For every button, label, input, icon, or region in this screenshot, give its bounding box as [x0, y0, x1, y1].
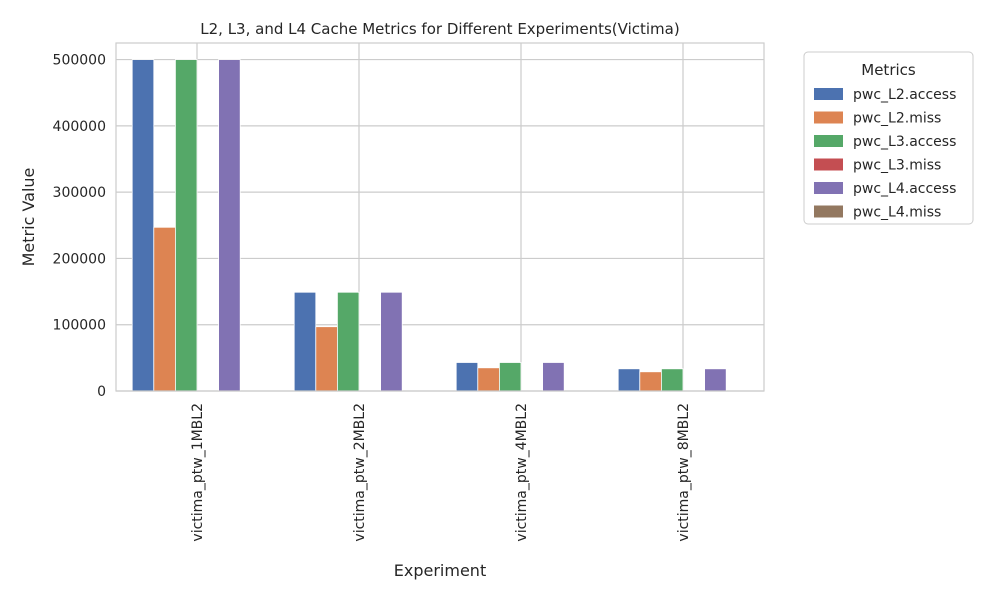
y-axis-label: Metric Value — [19, 168, 38, 267]
y-ticks: 0 100000 200000 300000 400000 500000 — [53, 53, 106, 400]
bar-pwc-l4-access-3 — [704, 368, 727, 392]
bar-pwc-l2-miss-0 — [153, 226, 176, 392]
bar-pwc-l2-miss-3 — [639, 371, 662, 392]
bar-pwc-l3-access-0 — [174, 59, 198, 392]
bars — [131, 59, 727, 392]
bar-pwc-l4-access-1 — [380, 291, 403, 392]
x-tick-label: victima_ptw_8MBL2 — [676, 403, 692, 542]
bar-pwc-l3-access-2 — [498, 362, 522, 392]
chart-title: L2, L3, and L4 Cache Metrics for Differe… — [200, 20, 679, 38]
bar-pwc-l2-access-1 — [293, 291, 317, 392]
legend-swatch — [814, 158, 843, 171]
bar-pwc-l2-miss-1 — [315, 326, 338, 392]
legend-title: Metrics — [861, 61, 916, 79]
x-tick-label: victima_ptw_4MBL2 — [514, 403, 530, 542]
legend-label: pwc_L3.access — [853, 134, 956, 150]
legend-label: pwc_L3.miss — [853, 158, 941, 174]
plot-frame — [115, 42, 765, 392]
y-tick-label: 300000 — [53, 185, 106, 201]
bar-pwc-l2-access-0 — [131, 59, 155, 392]
legend-swatch — [814, 88, 843, 100]
legend-swatch — [814, 111, 843, 124]
y-tick-label: 200000 — [53, 251, 106, 267]
legend-label: pwc_L4.miss — [853, 205, 941, 221]
y-tick-label: 400000 — [53, 119, 106, 135]
bar-pwc-l3-access-3 — [661, 368, 684, 392]
x-axis-label: Experiment — [394, 561, 486, 580]
grid — [116, 43, 764, 392]
legend-label: pwc_L2.miss — [853, 111, 941, 127]
legend-box — [803, 51, 974, 225]
bar-pwc-l2-miss-2 — [477, 367, 500, 392]
legend: Metrics pwc_L2.access pwc_L2.miss pwc_L3.a… — [803, 51, 974, 225]
legend-items: pwc_L2.access pwc_L2.miss pwc_L3.accesspwc… — [814, 87, 956, 221]
x-tick-label: victima_ptw_1MBL2 — [190, 403, 206, 542]
x-ticks: victima_ptw_1MBL2 victima_ptw_2MBL2 victim… — [190, 403, 692, 542]
y-tick-label: 0 — [97, 384, 106, 400]
legend-label: pwc_L2.access — [853, 87, 956, 103]
bar-pwc-l2-access-3 — [617, 368, 641, 392]
legend-label: pwc_L4.access — [853, 181, 956, 197]
bar-pwc-l3-access-1 — [336, 291, 360, 392]
y-tick-label: 100000 — [53, 318, 106, 334]
bar-pwc-l4-access-0 — [218, 59, 241, 392]
bar-pwc-l4-access-2 — [542, 362, 565, 392]
x-tick-label: victima_ptw_2MBL2 — [352, 403, 368, 542]
legend-swatch — [814, 135, 843, 147]
bar-pwc-l2-access-2 — [455, 362, 479, 392]
y-tick-label: 500000 — [53, 53, 106, 69]
legend-swatch — [814, 182, 843, 194]
legend-swatch — [814, 205, 843, 218]
